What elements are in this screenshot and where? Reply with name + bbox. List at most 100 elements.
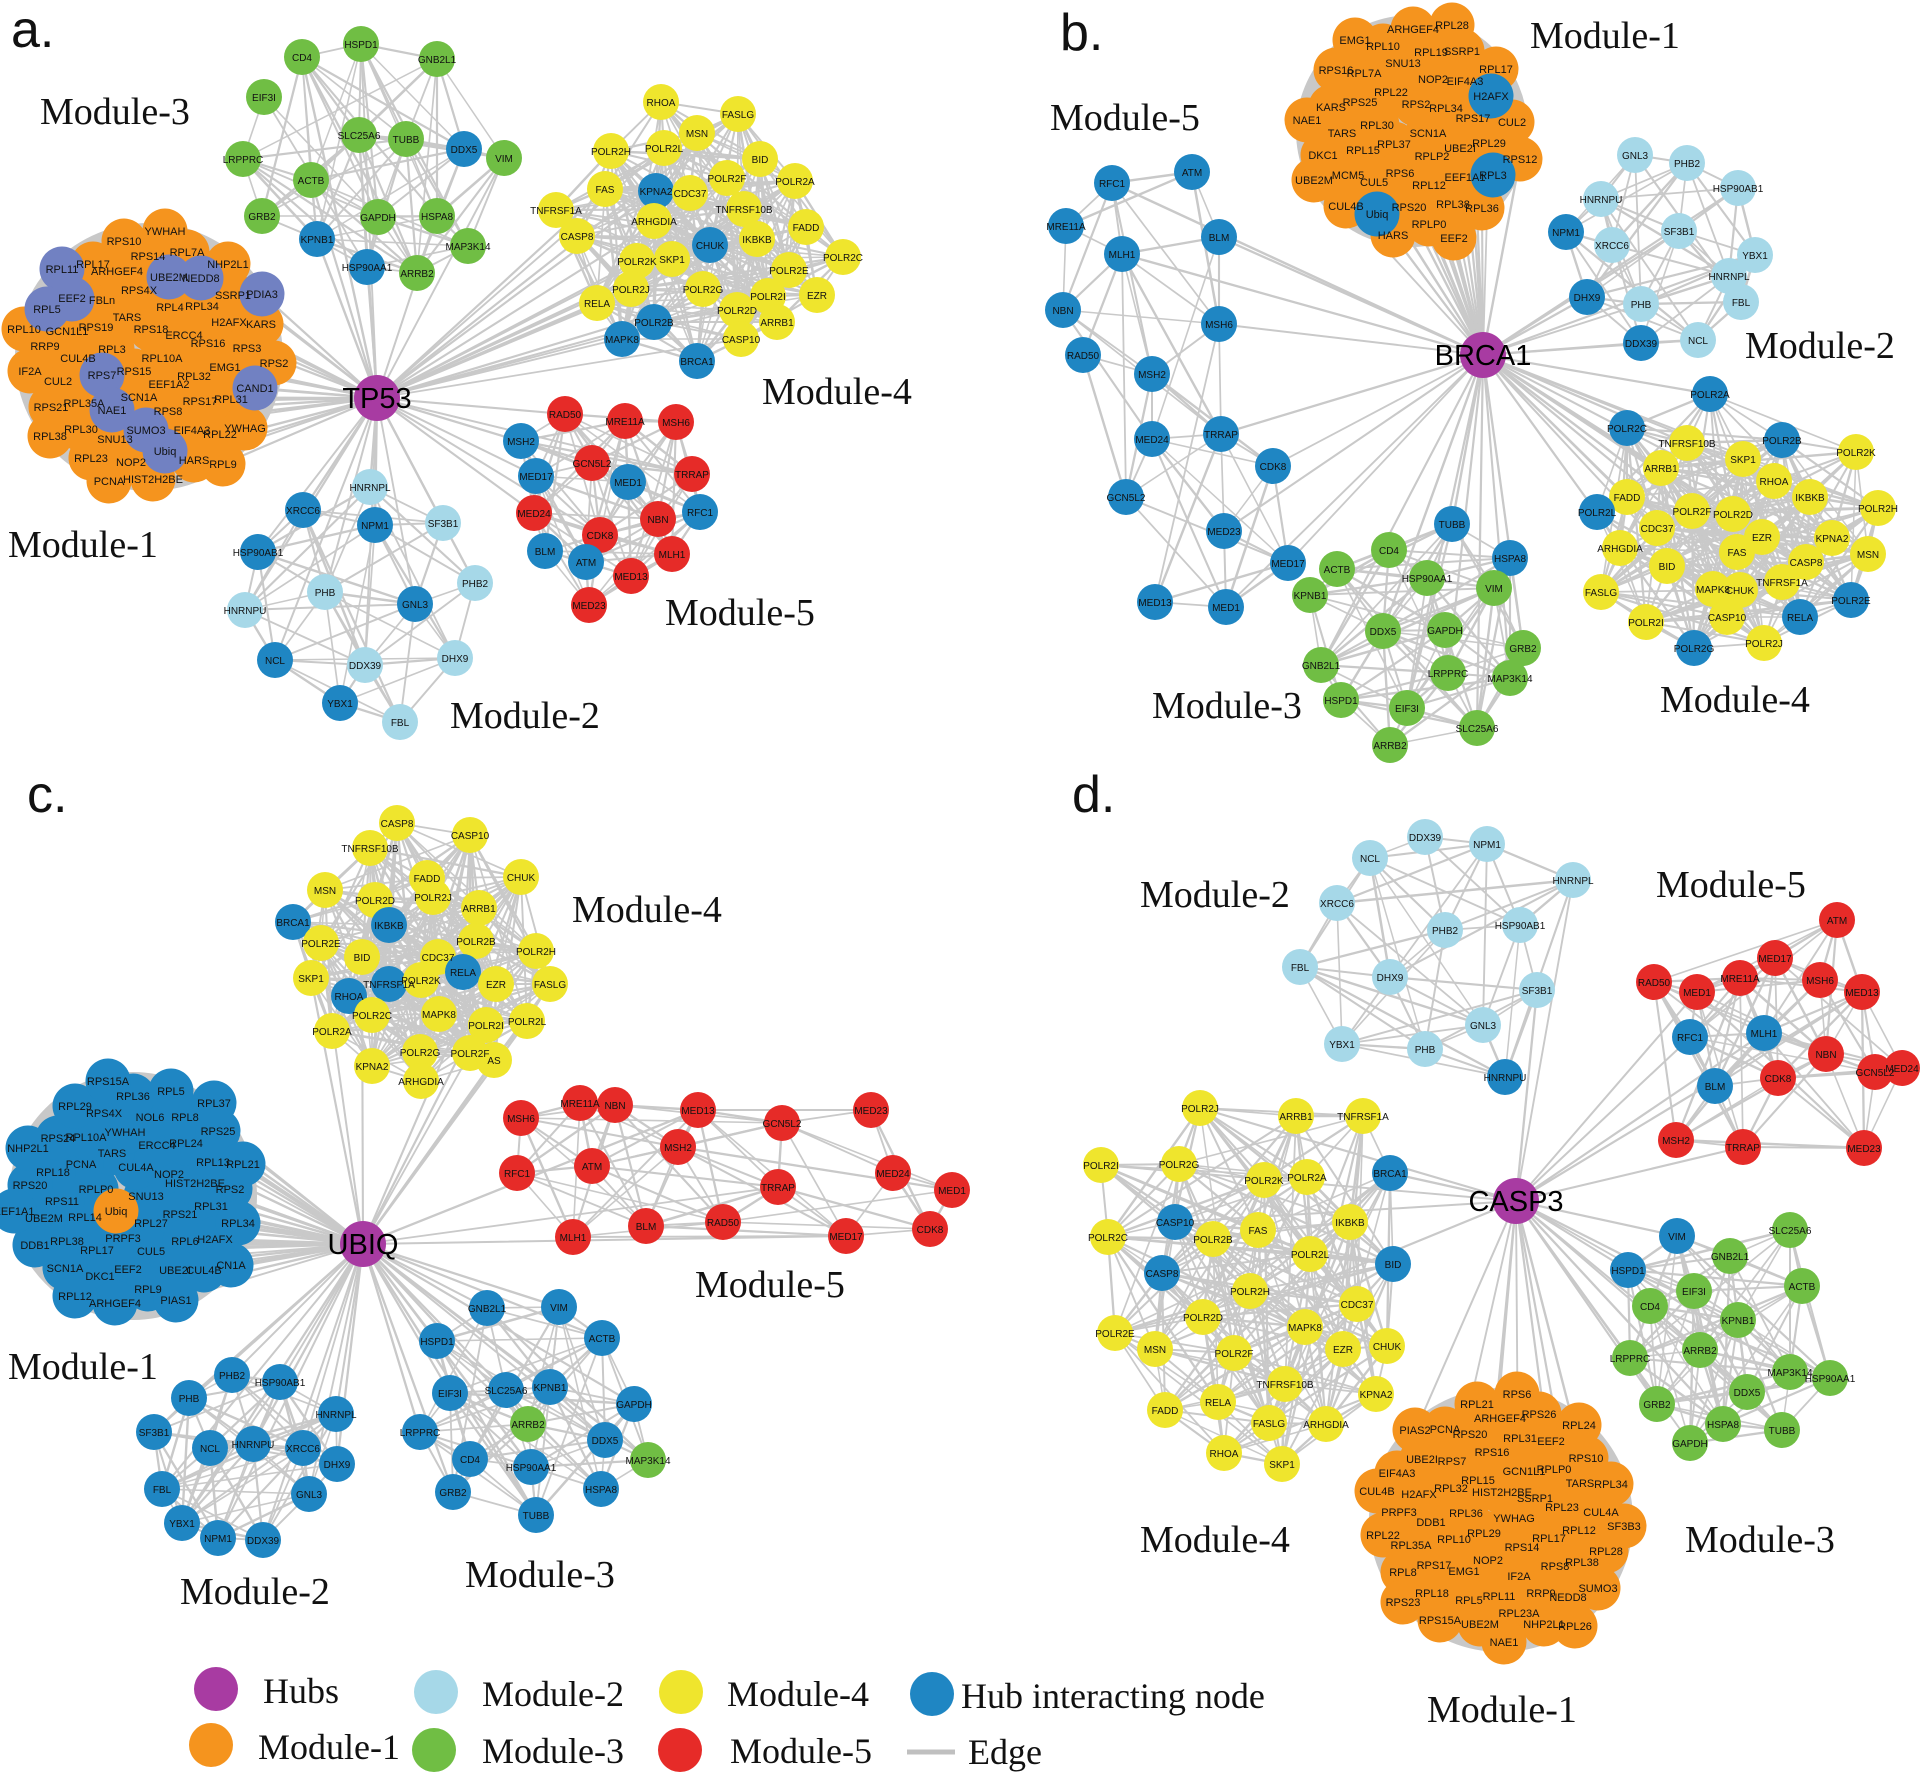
- svg-text:POLR2H: POLR2H: [591, 147, 631, 158]
- svg-text:GNB2L1: GNB2L1: [468, 1304, 507, 1315]
- svg-text:NCL: NCL: [1360, 854, 1380, 865]
- svg-text:RPL7A: RPL7A: [170, 247, 206, 259]
- svg-text:RPS20: RPS20: [1392, 202, 1427, 214]
- svg-text:RPL24: RPL24: [169, 1138, 203, 1150]
- svg-text:TNFRSF1A: TNFRSF1A: [530, 206, 582, 217]
- svg-text:CUL4A: CUL4A: [1583, 1507, 1619, 1519]
- svg-text:RPL17: RPL17: [76, 259, 110, 271]
- svg-text:ACTB: ACTB: [1324, 565, 1351, 576]
- svg-text:RPL18: RPL18: [36, 1167, 70, 1179]
- svg-text:BRCA1: BRCA1: [680, 357, 714, 368]
- svg-text:RPL29: RPL29: [1472, 138, 1506, 150]
- svg-text:KPNB1: KPNB1: [301, 235, 334, 246]
- svg-text:POLR2A: POLR2A: [1287, 1173, 1327, 1184]
- svg-text:DDB1: DDB1: [20, 1240, 49, 1252]
- svg-text:RPS23: RPS23: [1386, 1597, 1421, 1609]
- svg-text:TRRAP: TRRAP: [1204, 430, 1238, 441]
- svg-text:RPL15: RPL15: [1461, 1475, 1495, 1487]
- svg-text:FASLG: FASLG: [534, 980, 566, 991]
- svg-text:RELA: RELA: [584, 299, 610, 310]
- svg-text:POLR2C: POLR2C: [352, 1011, 392, 1022]
- svg-text:RPS20: RPS20: [13, 1180, 48, 1192]
- svg-text:DHX9: DHX9: [1377, 973, 1404, 984]
- svg-text:POLR2I: POLR2I: [1083, 1161, 1119, 1172]
- svg-text:CDK8: CDK8: [587, 531, 614, 542]
- svg-text:RPS3: RPS3: [233, 343, 262, 355]
- svg-text:POLR2K: POLR2K: [1244, 1176, 1284, 1187]
- svg-text:Module-3: Module-3: [482, 1731, 624, 1771]
- svg-text:POLR2G: POLR2G: [400, 1048, 441, 1059]
- svg-text:POLR2L: POLR2L: [645, 144, 684, 155]
- svg-text:RPL17: RPL17: [80, 1245, 114, 1257]
- svg-text:RPL12: RPL12: [58, 1291, 92, 1303]
- svg-text:PHB: PHB: [1631, 300, 1652, 311]
- svg-text:SF3B1: SF3B1: [139, 1428, 170, 1439]
- svg-text:POLR2F: POLR2F: [708, 174, 747, 185]
- svg-text:DDX39: DDX39: [1625, 339, 1658, 350]
- svg-text:CASP3: CASP3: [1468, 1186, 1563, 1218]
- svg-text:HSPD1: HSPD1: [344, 40, 378, 51]
- svg-text:VIM: VIM: [1668, 1232, 1686, 1243]
- svg-text:POLR2J: POLR2J: [612, 285, 650, 296]
- svg-text:MED1: MED1: [1683, 988, 1711, 999]
- svg-text:RPS2: RPS2: [216, 1184, 245, 1196]
- svg-text:ATM: ATM: [576, 558, 596, 569]
- svg-text:VIM: VIM: [495, 154, 513, 165]
- svg-text:FASLG: FASLG: [1253, 1419, 1285, 1430]
- svg-text:SLC25A6: SLC25A6: [1456, 724, 1499, 735]
- svg-text:UBE2I: UBE2I: [1406, 1454, 1438, 1466]
- svg-text:RPS25: RPS25: [1343, 97, 1378, 109]
- svg-text:ARRB2: ARRB2: [1683, 1346, 1717, 1357]
- svg-text:YBX1: YBX1: [1742, 251, 1768, 262]
- svg-text:GCN5L2: GCN5L2: [1107, 493, 1146, 504]
- svg-text:SF3B1: SF3B1: [1664, 227, 1695, 238]
- svg-text:BID: BID: [354, 953, 371, 964]
- svg-text:MED24: MED24: [876, 1169, 910, 1180]
- svg-text:TNFRSF10B: TNFRSF10B: [715, 205, 773, 216]
- svg-text:MED1: MED1: [938, 1186, 966, 1197]
- svg-text:MAPK8: MAPK8: [605, 335, 639, 346]
- svg-text:FADD: FADD: [414, 874, 441, 885]
- svg-text:POLR2D: POLR2D: [1183, 1313, 1223, 1324]
- svg-text:RPL24: RPL24: [1562, 1420, 1596, 1432]
- svg-text:POLR2C: POLR2C: [823, 253, 863, 264]
- svg-text:YBX1: YBX1: [327, 699, 353, 710]
- svg-text:SLC25A6: SLC25A6: [485, 1386, 528, 1397]
- svg-text:NBN: NBN: [1052, 306, 1073, 317]
- svg-text:CUL2: CUL2: [44, 376, 72, 388]
- svg-text:EEF1A1: EEF1A1: [0, 1206, 34, 1218]
- svg-text:DHX9: DHX9: [442, 654, 469, 665]
- svg-text:CASP8: CASP8: [1790, 558, 1823, 569]
- svg-text:Module-5: Module-5: [730, 1731, 872, 1771]
- svg-text:NBN: NBN: [604, 1101, 625, 1112]
- svg-text:SF3B1: SF3B1: [428, 519, 459, 530]
- svg-text:GRB2: GRB2: [439, 1488, 467, 1499]
- svg-text:SLC25A6: SLC25A6: [1769, 1226, 1812, 1237]
- svg-text:MED23: MED23: [572, 601, 606, 612]
- svg-text:RPS14: RPS14: [131, 251, 166, 263]
- svg-text:PRPF3: PRPF3: [1381, 1507, 1416, 1519]
- svg-text:CDK8: CDK8: [1765, 1074, 1792, 1085]
- svg-text:FASLG: FASLG: [722, 110, 754, 121]
- svg-text:POLR2K: POLR2K: [617, 257, 657, 268]
- svg-text:Module-2: Module-2: [1745, 325, 1895, 367]
- svg-text:Module-3: Module-3: [1152, 685, 1302, 727]
- svg-text:GCN1L1: GCN1L1: [1503, 1466, 1546, 1478]
- svg-text:MSN: MSN: [314, 886, 336, 897]
- svg-text:MED23: MED23: [1847, 1144, 1881, 1155]
- svg-text:DDX39: DDX39: [247, 1536, 280, 1547]
- svg-text:EZR: EZR: [1752, 533, 1772, 544]
- svg-text:RPS10: RPS10: [107, 236, 142, 248]
- svg-text:BID: BID: [1385, 1260, 1402, 1271]
- svg-text:RPL12: RPL12: [1412, 180, 1446, 192]
- svg-text:LRPPRC: LRPPRC: [1428, 669, 1469, 680]
- svg-text:RPS7: RPS7: [1438, 1456, 1467, 1468]
- svg-text:GCN5L2: GCN5L2: [763, 1119, 802, 1130]
- svg-text:DDB1: DDB1: [1416, 1517, 1445, 1529]
- svg-text:MAP3K14: MAP3K14: [625, 1456, 670, 1467]
- svg-text:RPL12: RPL12: [1562, 1525, 1596, 1537]
- svg-text:Module-2: Module-2: [450, 695, 600, 737]
- svg-text:TUBB: TUBB: [1439, 520, 1466, 531]
- svg-text:RPS15A: RPS15A: [1419, 1615, 1462, 1627]
- svg-text:CDC37: CDC37: [674, 189, 707, 200]
